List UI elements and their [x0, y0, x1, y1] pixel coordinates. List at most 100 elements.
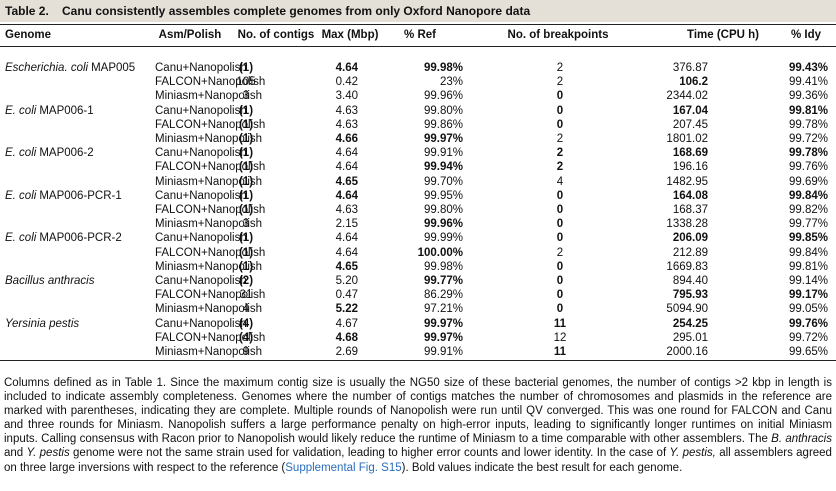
assembler: Miniasm+Nanopolish: [155, 175, 263, 188]
cell-value: (1): [238, 232, 254, 245]
cell-value: 168.37: [672, 204, 708, 216]
genome: Escherichia. coli MAP005: [5, 61, 135, 75]
cell-value: 99.77%: [788, 218, 828, 231]
cell-value: 164.08: [672, 189, 708, 202]
assembler: Canu+Nanopolish: [155, 232, 247, 245]
assembler: Canu+Nanopolish: [155, 275, 247, 287]
cell-value: 99.95%: [423, 189, 463, 202]
cell-value: 99.96%: [423, 90, 463, 103]
cell-value: 99.91%: [423, 147, 463, 160]
cell-value: 1669.83: [666, 260, 708, 273]
strain: MAP006-PCR-1: [39, 189, 122, 202]
cell-value: 99.78%: [788, 147, 828, 160]
genome: E. coli MAP006-1: [5, 104, 94, 118]
genome: E. coli MAP006-PCR-1: [5, 189, 122, 203]
cell-value: 99.81%: [788, 104, 828, 117]
cell-value: (1): [238, 147, 254, 160]
species: E. coli: [5, 189, 37, 202]
rule: [0, 360, 836, 361]
cell-value: 5094.90: [666, 303, 708, 316]
cell-value: 2344.02: [666, 90, 708, 103]
cell-value: 99.43%: [788, 62, 828, 74]
cell-value: 4.63: [335, 118, 358, 131]
cell-value: (1): [238, 175, 254, 188]
cell-value: 99.72%: [788, 331, 828, 344]
title-bar: Table 2. Canu consistently assembles com…: [0, 0, 836, 22]
cell-value: 0: [556, 118, 564, 131]
cell-value: 0: [556, 204, 564, 216]
column-header: Time (CPU h): [687, 29, 759, 41]
cell-value: 212.89: [672, 246, 708, 259]
cell-value: 99.91%: [423, 346, 463, 358]
cell-value: (1): [238, 118, 254, 131]
column-header: No. of contigs: [237, 29, 315, 41]
species: Yersinia pestis: [5, 317, 80, 330]
assembler: FALCON+Nanopolish: [155, 246, 266, 259]
cell-value: 99.72%: [788, 133, 828, 145]
cell-value: 2: [556, 147, 564, 160]
cell-value: 99.80%: [423, 204, 463, 216]
cell-value: 99.41%: [788, 76, 828, 89]
cell-value: 4.64: [335, 246, 358, 259]
cell-value: 254.25: [672, 317, 708, 330]
cell-value: 99.94%: [423, 161, 463, 174]
cell-value: 0: [556, 232, 564, 245]
assembler: Miniasm+Nanopolish: [155, 133, 263, 145]
cell-value: 99.98%: [423, 62, 463, 74]
cell-value: 99.36%: [788, 90, 828, 103]
cell-value: 206.09: [672, 232, 708, 245]
cell-value: 4.64: [335, 232, 358, 245]
cell-value: 4.67: [335, 317, 358, 330]
cell-value: 0: [556, 289, 564, 302]
cell-value: 99.98%: [423, 260, 463, 273]
column-header: % Idy: [790, 29, 822, 41]
caption-text: all assemblers agreed on three large inv…: [4, 447, 832, 474]
caption-text: Y. pestis,: [669, 447, 716, 460]
column-header: Genome: [5, 29, 52, 41]
assembler: FALCON+Nanopolish: [155, 118, 266, 131]
assembler: Canu+Nanopolish: [155, 62, 247, 74]
strain: MAP006-1: [39, 104, 94, 117]
cell-value: 106.2: [679, 76, 708, 89]
cell-value: 0: [556, 303, 564, 316]
assembler: FALCON+Nanopolish: [155, 161, 266, 174]
cell-value: 4.64: [335, 189, 358, 202]
assembler: Miniasm+Nanopolish: [155, 90, 263, 103]
species: Bacillus anthracis: [5, 275, 95, 287]
cell-value: 4.64: [335, 147, 358, 160]
cell-value: 4.64: [335, 62, 358, 74]
cell-value: 0: [556, 218, 564, 231]
cell-value: 11: [553, 317, 567, 330]
cell-value: 99.17%: [788, 289, 828, 302]
cell-value: 99.05%: [788, 303, 828, 316]
cell-value: 31: [239, 289, 253, 302]
supplement-link[interactable]: Supplemental Fig. S15: [285, 461, 402, 474]
species: E. coli: [5, 147, 37, 160]
assembler: Miniasm+Nanopolish: [155, 218, 263, 231]
cell-value: 0.47: [335, 289, 358, 302]
cell-value: 99.14%: [788, 275, 828, 287]
cell-value: 2: [556, 246, 564, 259]
cell-value: 4.65: [335, 260, 358, 273]
assembler: Miniasm+Nanopolish: [155, 260, 263, 273]
cell-value: (1): [238, 204, 254, 216]
assembler: Canu+Nanopolish: [155, 104, 247, 117]
cell-value: (1): [238, 189, 254, 202]
rule: [0, 46, 836, 47]
cell-value: (2): [238, 275, 254, 287]
cell-value: 99.77%: [423, 275, 463, 287]
cell-value: 2.69: [335, 346, 358, 358]
cell-value: 894.40: [672, 275, 708, 287]
cell-value: 2.15: [335, 218, 358, 231]
cell-value: (1): [238, 62, 254, 74]
cell-value: 4.64: [335, 161, 358, 174]
assembler: Miniasm+Nanopolish: [155, 303, 263, 316]
cell-value: 4.65: [335, 175, 358, 188]
table-title: Canu consistently assembles complete gen…: [62, 4, 531, 18]
column-header: % Ref: [404, 29, 436, 41]
cell-value: 0: [556, 90, 564, 103]
cell-value: (1): [238, 260, 254, 273]
cell-value: (1): [238, 246, 254, 259]
cell-value: 99.97%: [423, 331, 463, 344]
